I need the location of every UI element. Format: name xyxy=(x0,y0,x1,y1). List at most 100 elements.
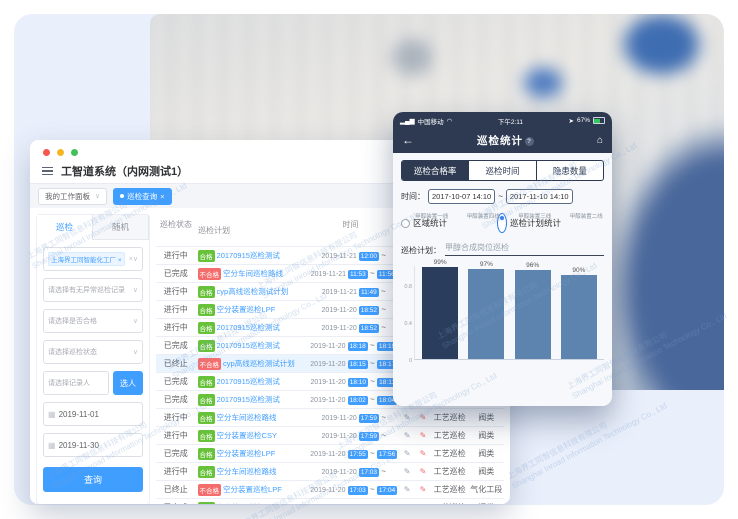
plan-link[interactable]: 20170915巡检测试 xyxy=(216,251,280,260)
bar[interactable] xyxy=(422,266,459,359)
filter-tab-inspection[interactable]: 巡检 xyxy=(37,215,92,240)
edit-icon[interactable]: ✎ xyxy=(403,467,411,476)
table-row[interactable]: 进行中 合格 空分车间巡检路线 2019-11-20 17:59 ~ ✎ ✎ 工艺巡检 阀类 xyxy=(156,409,504,427)
plan-link[interactable]: 空分装置巡检LPF xyxy=(223,485,282,494)
edit-icon[interactable]: ✎ xyxy=(403,485,411,494)
status-select[interactable]: 请选择巡检状态 ∨ xyxy=(43,340,143,364)
date-label: 2019-11-20 xyxy=(321,325,359,332)
segment-time[interactable]: 巡检时间 xyxy=(468,161,535,180)
plan-link[interactable]: cyp高线巡检测试计划 xyxy=(216,287,289,296)
time-cell: 2019-11-20 17:03 ~ xyxy=(321,467,386,477)
factory-multiselect[interactable]: 上海界工同智能化工厂 × ×∨ xyxy=(43,247,143,271)
edit-icon[interactable]: ✎ xyxy=(403,431,411,440)
record-icon[interactable]: ✎ xyxy=(419,467,427,476)
plan-link[interactable]: 20170915巡检测试 xyxy=(216,395,280,404)
abnormal-record-select[interactable]: 请选择有无异常巡检记录 ∨ xyxy=(43,278,143,302)
start-datetime-input[interactable]: 2017-10-07 14:10 xyxy=(428,189,496,204)
result-badge: 不合格 xyxy=(197,483,222,496)
maximize-window-dot[interactable] xyxy=(71,149,78,156)
plan-select[interactable]: 甲醇合成岗位巡检 xyxy=(445,242,604,256)
segment-hazard-count[interactable]: 隐患数量 xyxy=(535,161,603,180)
record-icon[interactable]: ✎ xyxy=(419,485,427,494)
record-cell: ✎ xyxy=(415,431,431,440)
record-cell: ✎ xyxy=(415,449,431,458)
date-to-input[interactable]: ▦ 2019-11-30 xyxy=(43,433,143,457)
close-window-dot[interactable] xyxy=(43,149,50,156)
result-badge: 合格 xyxy=(197,447,215,460)
start-time-chip: 17:59 xyxy=(358,414,380,423)
pick-person-button[interactable]: 选人 xyxy=(113,371,143,395)
date-label: 2019-11-20 xyxy=(321,415,359,422)
filter-tab-random[interactable]: 随机 xyxy=(92,215,149,240)
edit-icon[interactable]: ✎ xyxy=(404,503,411,504)
plan-link[interactable]: 空分装置巡检LPF xyxy=(216,305,276,314)
end-time-chip: 17:04 xyxy=(376,486,398,495)
time-cell: 2019-11-20 18:15 ~ 18:17 xyxy=(310,359,398,369)
date-label: 2019-11-20 xyxy=(321,433,359,440)
remove-tag-icon[interactable]: × xyxy=(117,257,122,264)
status-cell: 已完成 xyxy=(163,395,188,404)
plan-cell: 合格 20170915巡检测试 xyxy=(196,393,309,406)
location-icon: ➤ xyxy=(568,117,574,125)
help-icon[interactable]: ? xyxy=(524,136,534,146)
home-icon[interactable]: ⌂ xyxy=(596,134,603,146)
plan-link[interactable]: 空分车间巡检路线 xyxy=(223,269,284,278)
tab-my-workboard-label: 我的工作面板 xyxy=(45,191,90,201)
qualified-select[interactable]: 请选择是否合格 ∨ xyxy=(43,309,143,333)
type-cell: 工艺巡检 xyxy=(431,502,469,504)
query-button[interactable]: 查询 xyxy=(43,467,143,492)
filter-panel: 巡检 随机 上海界工同智能化工厂 × ×∨ 请选择有无异常巡检记录 ∨ 请选择是否… xyxy=(36,214,150,504)
time-cell: 2019-11-20 17:03 ~ 17:04 xyxy=(310,485,398,495)
table-row[interactable]: 已终止 不合格 空分装置巡检LPF 2019-11-20 17:03 ~ 17:04 ✎… xyxy=(156,481,504,499)
back-icon[interactable]: ← xyxy=(402,133,414,147)
start-time-chip: 17:59 xyxy=(358,432,380,441)
plan-link[interactable]: cyp高线巡检测试计划 xyxy=(223,359,295,368)
plan-link[interactable]: 20170915巡检测试 xyxy=(216,377,280,386)
start-time-chip: 18:02 xyxy=(347,396,368,405)
edit-icon[interactable]: ✎ xyxy=(403,449,411,458)
plan-link[interactable]: 空分装置巡检CSY xyxy=(216,431,277,440)
plan-link[interactable]: 20170915巡检测试 xyxy=(216,323,280,332)
minimize-window-dot[interactable] xyxy=(57,149,64,156)
record-icon[interactable]: ✎ xyxy=(419,413,427,422)
plan-link[interactable]: 空分车间巡检路线 xyxy=(216,413,277,422)
bar[interactable] xyxy=(560,275,597,359)
plan-link[interactable]: 空分装置巡检LPF xyxy=(217,502,276,504)
radio-plan-stat[interactable]: 巡检计划统计 xyxy=(497,213,561,233)
recorder-input[interactable]: 请选择记录人 xyxy=(43,371,109,395)
table-row[interactable]: 已完成 合格 空分装置巡检LPF 2019-11-20 17:55 ~ 17:56 ✎ ✎… xyxy=(156,445,504,463)
plan-link[interactable]: 空分车间巡检路线 xyxy=(216,467,277,476)
start-time-chip: 12:00 xyxy=(358,252,380,261)
region-cell: 阀类 xyxy=(478,431,495,440)
plan-link[interactable]: 20170915巡检测试 xyxy=(216,341,280,350)
segment-pass-rate[interactable]: 巡检合格率 xyxy=(402,161,469,180)
date-from-input[interactable]: ▦ 2019-11-01 xyxy=(43,402,143,426)
segmented-control: 巡检合格率 巡检时间 隐患数量 xyxy=(401,160,604,181)
plan-link[interactable]: 空分装置巡检LPF xyxy=(216,449,276,458)
menu-icon[interactable] xyxy=(42,166,53,176)
radio-area-stat[interactable]: 区域统计 xyxy=(401,217,447,229)
status-cell: 已完成 xyxy=(163,269,188,278)
bar[interactable] xyxy=(468,268,505,359)
status-cell: 已终止 xyxy=(163,359,188,368)
record-icon[interactable]: ✎ xyxy=(419,449,427,458)
result-badge: 合格 xyxy=(197,501,215,504)
result-badge: 合格 xyxy=(197,303,215,316)
tab-inspection-query[interactable]: 巡检查询 × xyxy=(113,187,172,205)
record-icon[interactable]: ✎ xyxy=(420,503,427,504)
end-datetime-input[interactable]: 2017-11-10 14:10 xyxy=(505,189,573,204)
bar-value-label: 97% xyxy=(479,260,493,268)
table-row[interactable]: 进行中 合格 空分装置巡检CSY 2019-11-20 17:59 ~ ✎ ✎ 工艺巡检 阀… xyxy=(156,427,504,445)
stat-mode-radios: 区域统计 巡检计划统计 xyxy=(401,213,604,233)
tab-my-workboard[interactable]: 我的工作面板 ∨ xyxy=(38,187,108,205)
edit-icon[interactable]: ✎ xyxy=(403,413,411,422)
region-cell: 阀类 xyxy=(478,449,495,458)
bar[interactable] xyxy=(514,269,551,359)
record-icon[interactable]: ✎ xyxy=(419,431,427,440)
table-row[interactable]: 进行中 合格 空分车间巡检路线 2019-11-20 17:03 ~ ✎ ✎ 工艺巡检 阀类 xyxy=(156,463,504,481)
close-tab-icon[interactable]: × xyxy=(160,191,165,201)
time-cell: 2019-11-20 16:38 ~ 16:41 xyxy=(308,503,399,504)
status-cell: 进行中 xyxy=(163,305,188,314)
